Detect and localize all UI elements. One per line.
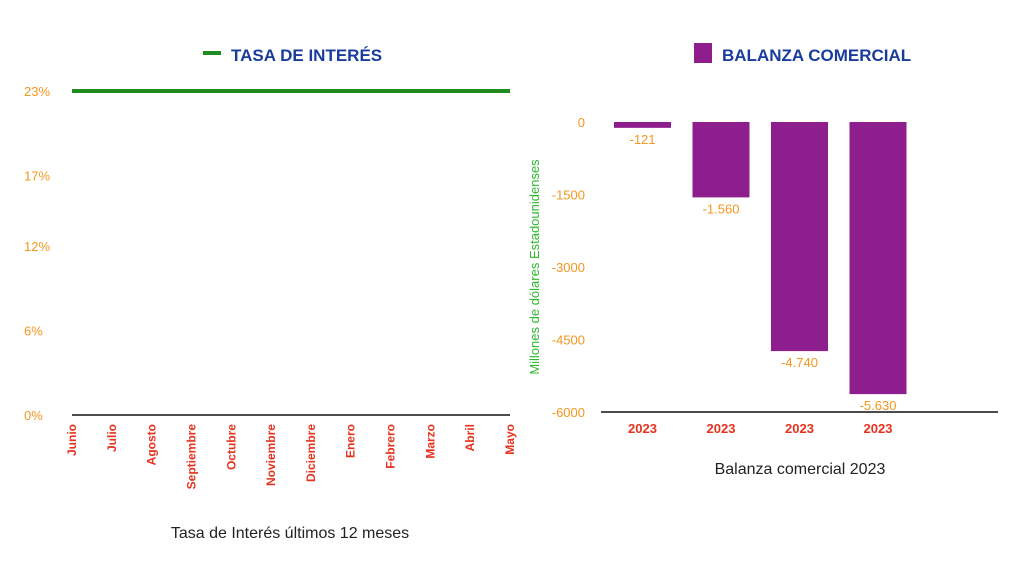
interest-y-tick-label: 12% <box>24 239 50 254</box>
trade-bar-data-label: -5.630 <box>860 398 897 413</box>
trade-bar <box>692 122 750 198</box>
interest-x-tick-label: Agosto <box>145 424 159 465</box>
trade-chart-title: BALANZA COMERCIAL <box>722 46 911 65</box>
trade-x-tick-label: 2023 <box>628 421 657 436</box>
trade-bar-data-label: -121 <box>629 132 655 147</box>
trade-bar-data-label: -4.740 <box>781 355 818 370</box>
trade-bar <box>614 122 671 128</box>
trade-y-tick-label: -1500 <box>552 188 585 203</box>
interest-x-tick-label: Noviembre <box>264 424 278 486</box>
interest-x-tick-label: Abril <box>463 424 477 451</box>
trade-y-tick-label: -6000 <box>552 405 585 420</box>
trade-y-tick-label: -4500 <box>552 333 585 348</box>
interest-x-tick-label: Junio <box>65 424 79 456</box>
interest-x-tick-label: Mayo <box>503 424 517 455</box>
trade-x-axis-labels: 2023 2023 2023 2023 <box>628 421 892 436</box>
trade-x-tick-label: 2023 <box>864 421 893 436</box>
interest-x-tick-label: Enero <box>344 424 358 458</box>
interest-x-tick-label: Marzo <box>423 424 437 459</box>
interest-y-tick-label: 6% <box>24 323 43 338</box>
trade-legend-swatch <box>694 43 712 63</box>
interest-x-tick-label: Julio <box>105 424 119 452</box>
interest-x-axis-labels: Junio Julio Agosto Septiembre Octubre Noviemb… <box>65 424 517 490</box>
interest-legend-swatch <box>203 51 221 55</box>
interest-y-tick-label: 0% <box>24 408 43 423</box>
interest-chart-title: TASA DE INTERÉS <box>231 46 382 65</box>
interest-chart-caption: Tasa de Interés últimos 12 meses <box>171 525 409 542</box>
interest-x-tick-label: Febrero <box>384 424 398 469</box>
interest-rate-chart: TASA DE INTERÉS 0% 6% 12% 17% 23% Junio Julio… <box>24 46 517 542</box>
interest-y-axis: 0% 6% 12% 17% 23% <box>24 84 50 423</box>
trade-y-tick-label: -3000 <box>552 260 585 275</box>
interest-x-tick-label: Diciembre <box>304 424 318 482</box>
interest-x-tick-label: Septiembre <box>184 424 198 490</box>
interest-y-tick-label: 17% <box>24 169 50 184</box>
interest-x-tick-label: Octubre <box>224 424 238 470</box>
trade-bar <box>771 122 828 352</box>
trade-y-tick-label: 0 <box>578 115 585 130</box>
trade-bars: -121 -1.560 -4.740 -5.630 <box>614 122 907 413</box>
trade-bar-data-label: -1.560 <box>703 201 740 216</box>
trade-y-axis-label: Millones de dólares Estadounidenses <box>527 159 542 375</box>
trade-x-tick-label: 2023 <box>707 421 736 436</box>
trade-chart-caption: Balanza comercial 2023 <box>715 461 886 478</box>
trade-x-tick-label: 2023 <box>785 421 814 436</box>
trade-balance-chart: BALANZA COMERCIAL Millones de dólares Es… <box>527 43 998 478</box>
interest-y-tick-label: 23% <box>24 84 50 99</box>
trade-bar <box>849 122 907 395</box>
trade-y-axis: 0 -1500 -3000 -4500 -6000 <box>552 115 585 420</box>
